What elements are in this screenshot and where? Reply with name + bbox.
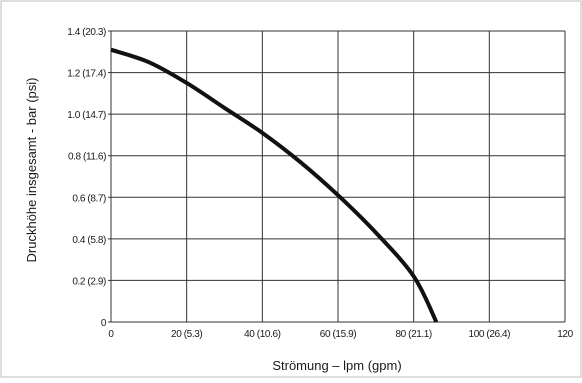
- y-axis-label: Druckhöhe insgesamt - bar (psi): [24, 78, 39, 263]
- y-tick-label: 1.2 (17.4): [67, 69, 106, 80]
- x-tick-label: 60 (15.9): [320, 329, 356, 340]
- x-axis-label: Strömung – lpm (gpm): [272, 358, 401, 373]
- x-tick-label: 120: [557, 329, 573, 340]
- x-tick-label: 40 (10.6): [244, 329, 280, 340]
- pump-curve-line: [110, 47, 439, 323]
- y-tick-label: 0.6 (8.7): [72, 193, 106, 204]
- y-tick-label: 1.4 (20.3): [67, 27, 106, 38]
- x-tick-label: 100 (26.4): [469, 329, 511, 340]
- x-tick-label: 80 (21.1): [395, 329, 431, 340]
- tick-labels: 0 20 (5.3) 40 (10.6) 60 (15.9) 80 (21.1) 100 …: [67, 27, 574, 340]
- grid: [108, 30, 566, 323]
- y-tick-label: 0.2 (2.9): [72, 276, 106, 287]
- y-tick-label: 0.4 (5.8): [72, 235, 106, 246]
- y-tick-label: 0: [101, 318, 107, 329]
- x-tick-label: 20 (5.3): [171, 329, 202, 340]
- x-tick-label: 0: [108, 329, 114, 340]
- y-tick-label: 0.8 (11.6): [68, 152, 106, 163]
- series: [110, 47, 439, 323]
- y-tick-label: 1.0 (14.7): [67, 110, 106, 121]
